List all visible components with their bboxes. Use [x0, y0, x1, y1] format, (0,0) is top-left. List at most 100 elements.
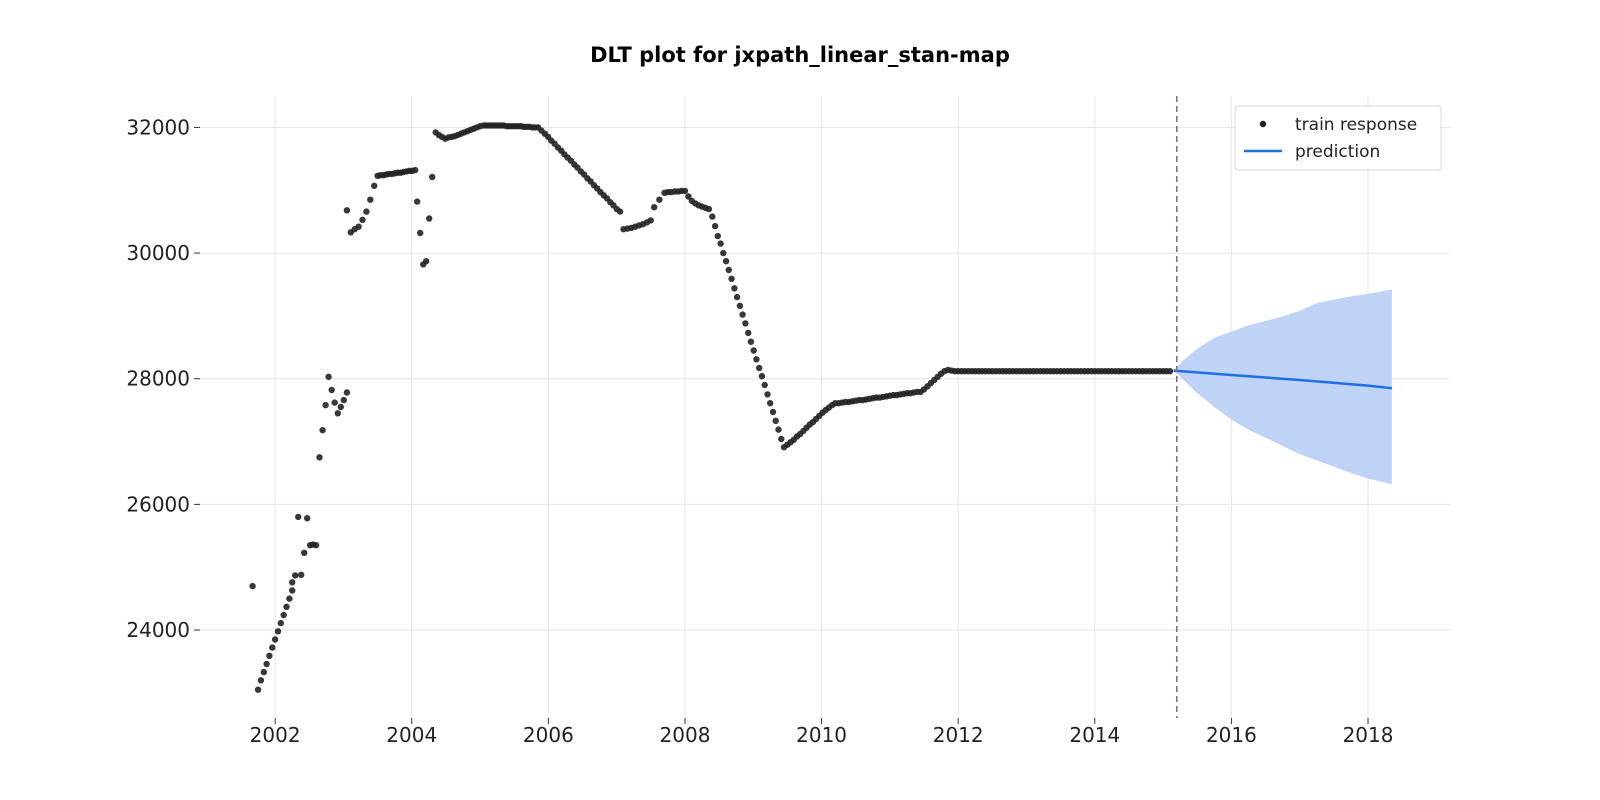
train-response-point — [656, 196, 663, 203]
train-response-point — [651, 204, 658, 211]
train-response-point — [767, 400, 774, 407]
legend-marker-train-response — [1259, 120, 1267, 128]
train-response-point — [249, 582, 256, 590]
train-response-point — [709, 213, 716, 220]
train-response-point — [334, 410, 341, 417]
train-response-point — [355, 223, 362, 230]
x-tick-label: 2014 — [1069, 723, 1120, 747]
train-response-point — [343, 207, 351, 214]
train-response-point — [685, 193, 692, 200]
legend-label-prediction: prediction — [1295, 142, 1380, 162]
train-response-point — [429, 173, 436, 181]
train-response-point — [711, 222, 719, 230]
train-response-point — [705, 205, 713, 213]
train-response-point — [414, 198, 421, 205]
train-response-point — [263, 660, 270, 668]
chart-title: DLT plot for jxpath_linear_stan-map — [590, 43, 1010, 67]
train-response-point — [681, 187, 689, 195]
train-response-point — [286, 595, 293, 602]
train-response-point — [753, 356, 760, 363]
x-tick-label: 2002 — [250, 723, 301, 747]
x-tick-label: 2016 — [1206, 723, 1257, 747]
train-response-point — [367, 196, 374, 203]
train-response-point — [772, 417, 779, 424]
train-response-point — [325, 373, 332, 380]
train-response-point — [254, 686, 262, 693]
train-response-point — [328, 386, 335, 394]
train-response-point — [733, 293, 741, 301]
train-response-point — [359, 216, 366, 223]
x-tick-label: 2006 — [523, 723, 574, 747]
train-response-point — [257, 677, 265, 684]
train-response-point — [340, 396, 347, 404]
train-response-point — [295, 513, 302, 521]
prediction-line-group — [1173, 369, 1393, 390]
train-response-point — [271, 636, 279, 643]
x-tick-label: 2018 — [1343, 723, 1394, 747]
train-response-point — [616, 208, 624, 215]
y-tick-label: 32000 — [126, 115, 190, 139]
train-response-point — [316, 454, 323, 461]
train-response-point — [423, 258, 430, 265]
y-tick-label: 30000 — [126, 241, 190, 265]
train-response-point — [717, 240, 724, 247]
train-response-point — [756, 364, 763, 372]
train-response-point — [277, 619, 284, 627]
train-response-point — [298, 571, 305, 578]
train-response-point — [750, 347, 757, 354]
x-tick-label: 2010 — [796, 723, 847, 747]
train-response-point — [778, 435, 785, 443]
train-response-point — [312, 542, 320, 549]
x-tick-label: 2004 — [386, 723, 437, 747]
train-response-point — [371, 182, 378, 189]
train-response-point — [725, 266, 732, 274]
train-response-point — [761, 381, 768, 389]
train-response-point — [289, 587, 296, 594]
train-response-point — [274, 628, 282, 635]
legend: train response prediction — [1234, 105, 1442, 171]
y-tick-label: 26000 — [126, 492, 190, 516]
train-response-point — [747, 338, 755, 345]
train-response-point — [722, 258, 730, 265]
train-response-point — [289, 579, 296, 586]
prediction-line — [1173, 369, 1393, 390]
train-response-point — [337, 403, 344, 411]
prediction-band — [1173, 289, 1392, 485]
train-response-point — [647, 217, 654, 224]
axes: 2002 2004 2006 2008 2010 2012 2014 2016 2018 2400… — [126, 96, 1393, 747]
train-response-point — [758, 373, 766, 380]
train-response-point — [720, 249, 727, 257]
legend-label-train-response: train response — [1295, 115, 1417, 135]
train-response-point — [363, 208, 370, 215]
legend-box — [1234, 105, 1442, 171]
train-response-point — [280, 611, 287, 619]
train-response-point — [260, 668, 267, 676]
train-response-point — [426, 215, 433, 222]
train-response-point — [343, 389, 351, 396]
train-response-points — [249, 122, 1174, 693]
train-response-point — [775, 426, 782, 433]
train-response-point — [319, 427, 326, 434]
train-response-point — [412, 166, 419, 174]
train-response-point — [266, 652, 273, 659]
train-response-point — [417, 229, 424, 237]
train-response-point — [731, 285, 738, 292]
x-tick-label: 2012 — [933, 723, 984, 747]
train-response-point — [301, 549, 308, 556]
x-tick-label: 2008 — [660, 723, 711, 747]
train-response-point — [764, 391, 771, 398]
train-response-point — [742, 320, 749, 327]
train-response-point — [269, 644, 276, 651]
train-response-point — [714, 232, 721, 240]
train-response-point — [292, 572, 299, 579]
train-response-point — [739, 311, 746, 318]
train-response-point — [1166, 368, 1174, 375]
train-response-point — [331, 399, 338, 406]
train-response-point — [728, 275, 735, 282]
y-tick-label: 24000 — [126, 618, 190, 642]
prediction-interval — [1173, 289, 1392, 485]
train-response-point — [304, 515, 311, 522]
train-response-point — [736, 302, 744, 309]
train-response-point — [283, 603, 290, 610]
